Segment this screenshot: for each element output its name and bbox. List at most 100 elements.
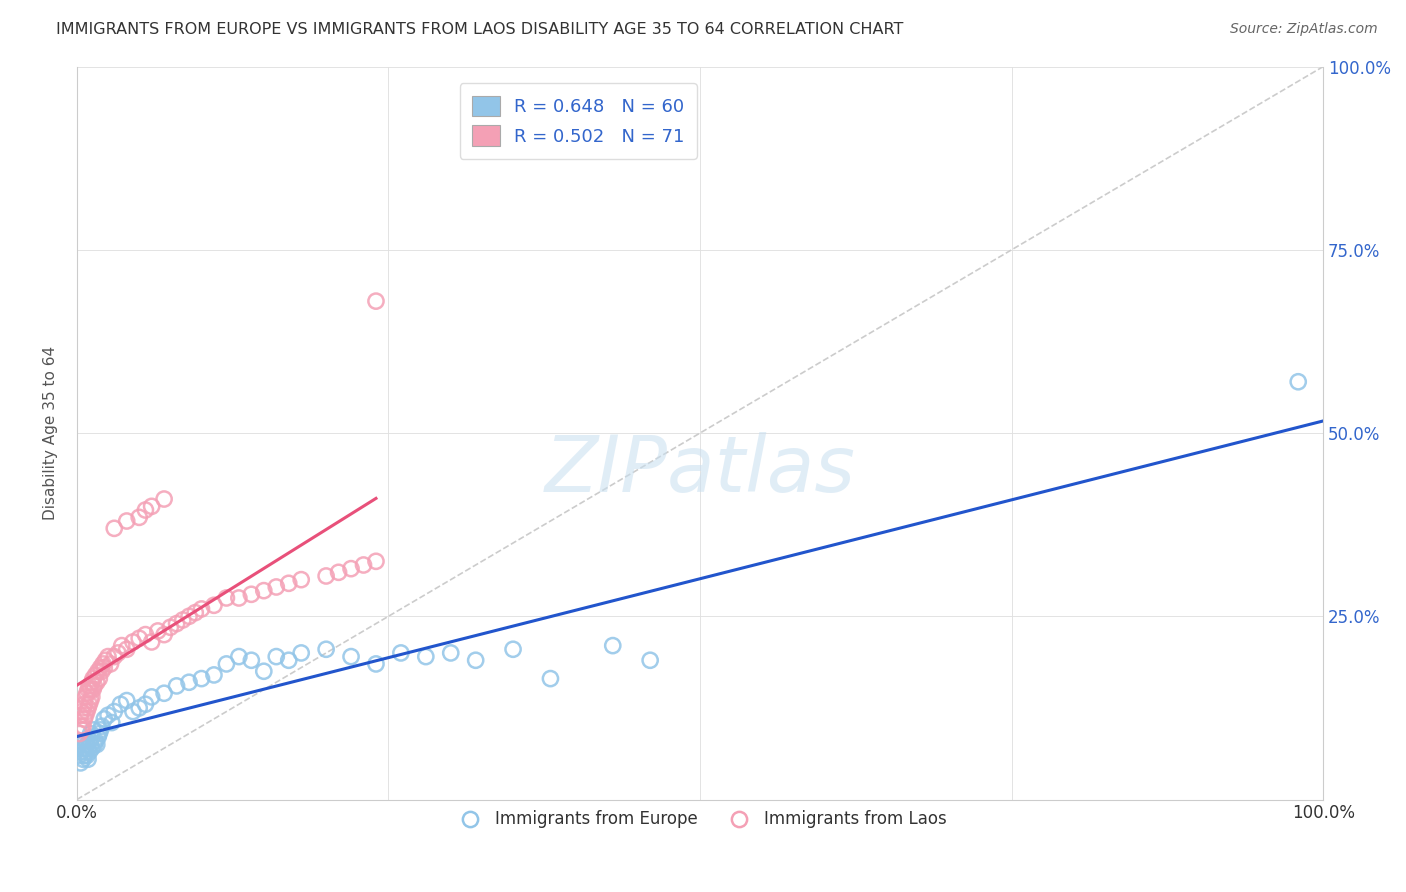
Point	[602, 639, 624, 653]
Point	[153, 686, 176, 700]
Point	[177, 675, 200, 690]
Text: IMMIGRANTS FROM EUROPE VS IMMIGRANTS FROM LAOS DISABILITY AGE 35 TO 64 CORRELATI: IMMIGRANTS FROM EUROPE VS IMMIGRANTS FRO…	[56, 22, 904, 37]
Point	[80, 690, 103, 704]
Point	[73, 741, 96, 756]
Point	[77, 682, 100, 697]
Point	[415, 649, 437, 664]
Point	[240, 653, 263, 667]
Point	[76, 748, 98, 763]
Point	[1286, 375, 1309, 389]
Point	[134, 627, 156, 641]
Point	[340, 562, 363, 576]
Text: Source: ZipAtlas.com: Source: ZipAtlas.com	[1230, 22, 1378, 37]
Point	[122, 705, 145, 719]
Point	[83, 679, 105, 693]
Point	[69, 719, 91, 733]
Point	[364, 294, 387, 309]
Point	[70, 745, 93, 759]
Point	[84, 734, 107, 748]
Point	[540, 672, 562, 686]
Point	[89, 726, 111, 740]
Point	[103, 705, 125, 719]
Point	[72, 701, 94, 715]
Point	[103, 649, 125, 664]
Point	[128, 510, 150, 524]
Point	[97, 649, 120, 664]
Point	[228, 591, 250, 605]
Point	[93, 712, 115, 726]
Point	[90, 665, 112, 679]
Point	[89, 672, 111, 686]
Point	[315, 642, 337, 657]
Point	[80, 675, 103, 690]
Point	[90, 719, 112, 733]
Point	[253, 665, 276, 679]
Point	[70, 705, 93, 719]
Point	[128, 701, 150, 715]
Point	[67, 726, 90, 740]
Point	[79, 745, 101, 759]
Point	[79, 726, 101, 740]
Point	[153, 491, 176, 506]
Point	[141, 635, 163, 649]
Point	[67, 748, 90, 763]
Point	[97, 708, 120, 723]
Point	[190, 602, 212, 616]
Point	[128, 632, 150, 646]
Point	[328, 566, 350, 580]
Point	[73, 748, 96, 763]
Point	[107, 646, 129, 660]
Point	[166, 679, 188, 693]
Point	[75, 690, 97, 704]
Point	[75, 745, 97, 759]
Point	[177, 609, 200, 624]
Point	[115, 514, 138, 528]
Point	[79, 734, 101, 748]
Point	[353, 558, 375, 572]
Point	[87, 665, 110, 679]
Point	[84, 668, 107, 682]
Point	[228, 649, 250, 664]
Point	[159, 620, 181, 634]
Point	[146, 624, 169, 638]
Point	[77, 752, 100, 766]
Point	[115, 642, 138, 657]
Point	[79, 698, 101, 712]
Point	[115, 693, 138, 707]
Point	[69, 756, 91, 770]
Text: ZIPatlas: ZIPatlas	[544, 432, 855, 508]
Point	[79, 682, 101, 697]
Point	[240, 587, 263, 601]
Point	[76, 686, 98, 700]
Point	[134, 503, 156, 517]
Point	[134, 698, 156, 712]
Point	[86, 738, 108, 752]
Point	[464, 653, 486, 667]
Point	[264, 580, 287, 594]
Point	[76, 705, 98, 719]
Point	[90, 723, 112, 737]
Point	[82, 672, 104, 686]
Point	[75, 734, 97, 748]
Point	[184, 606, 207, 620]
Point	[340, 649, 363, 664]
Point	[638, 653, 661, 667]
Point	[100, 715, 122, 730]
Point	[215, 657, 238, 671]
Point	[264, 649, 287, 664]
Point	[77, 741, 100, 756]
Point	[70, 723, 93, 737]
Point	[202, 668, 225, 682]
Point	[290, 573, 312, 587]
Point	[80, 730, 103, 744]
Point	[215, 591, 238, 605]
Point	[79, 679, 101, 693]
Point	[153, 627, 176, 641]
Legend: Immigrants from Europe, Immigrants from Laos: Immigrants from Europe, Immigrants from …	[447, 804, 953, 835]
Point	[190, 672, 212, 686]
Point	[93, 660, 115, 674]
Point	[73, 712, 96, 726]
Point	[82, 723, 104, 737]
Point	[166, 616, 188, 631]
Point	[94, 653, 117, 667]
